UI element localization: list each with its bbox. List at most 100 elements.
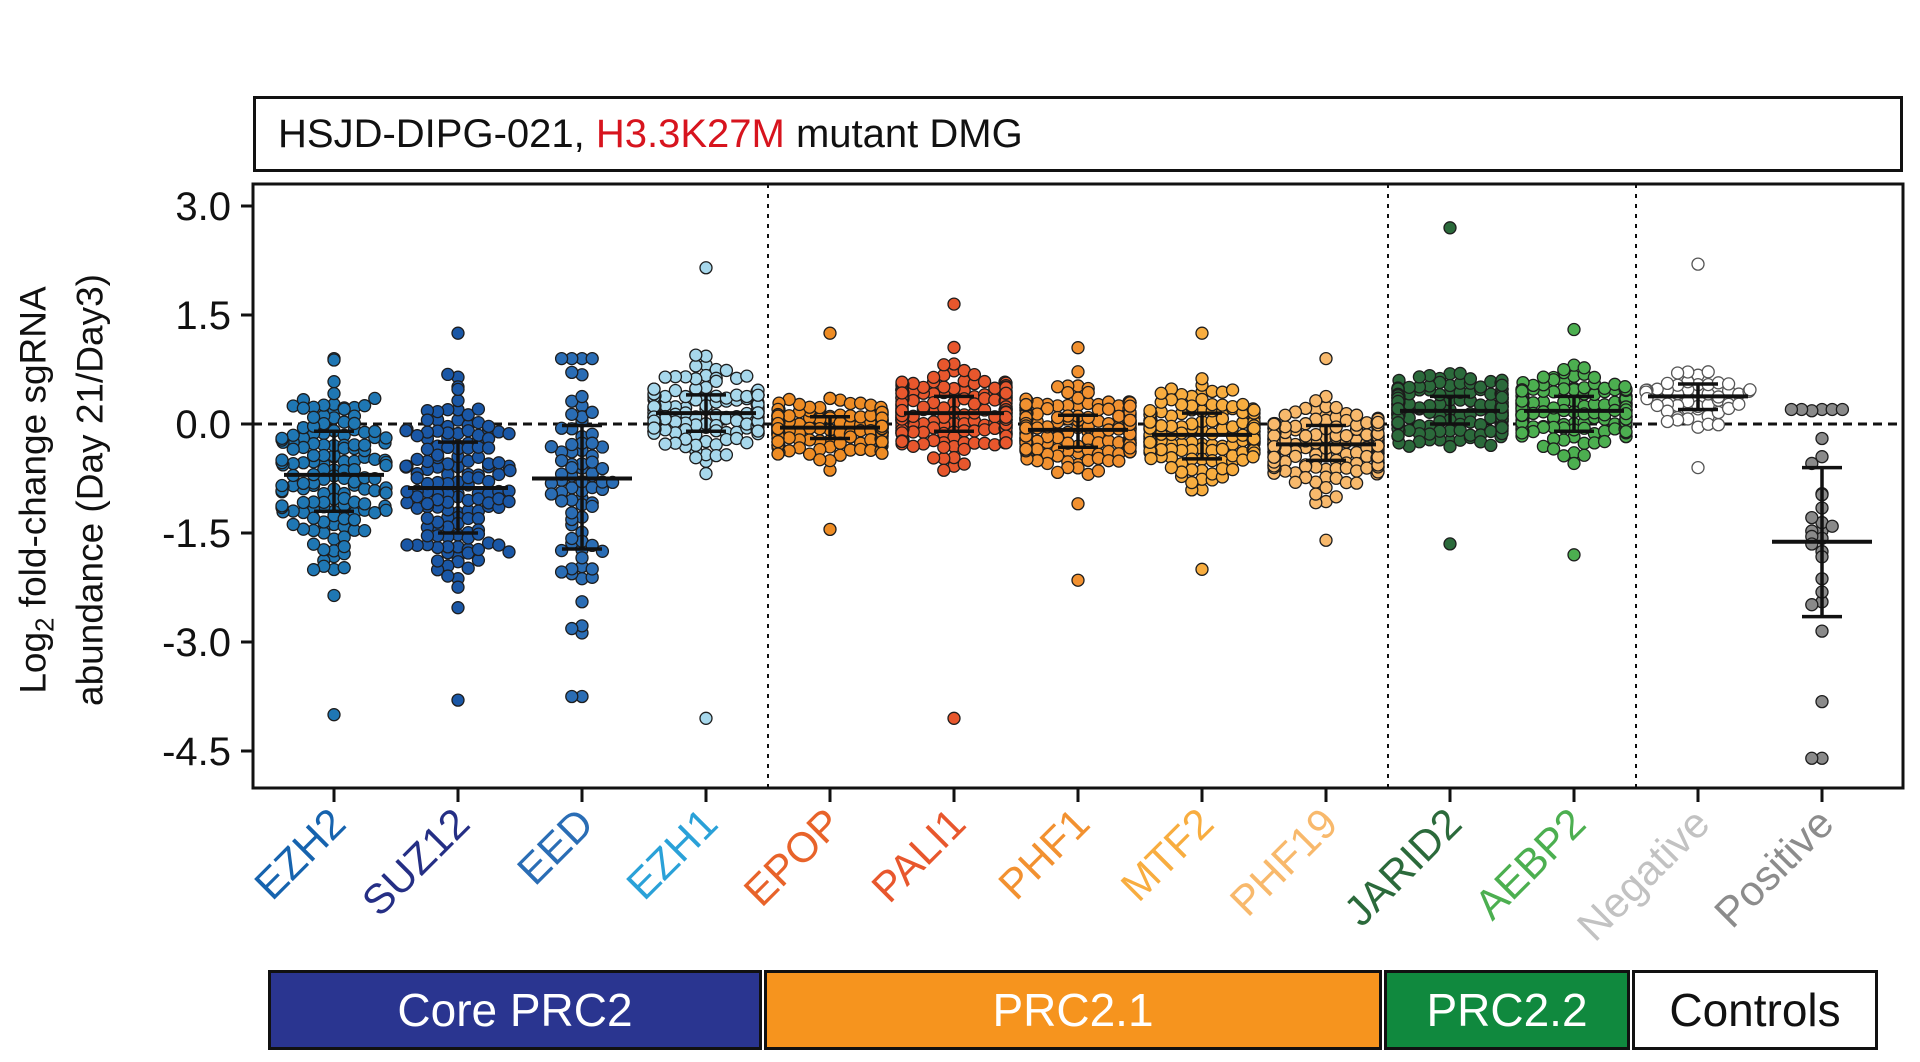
data-point-pali1 [967, 397, 982, 411]
group-label: PRC2.2 [1426, 984, 1588, 1036]
data-point-aebp2 [1557, 449, 1571, 463]
data-point-ezh2 [347, 513, 362, 527]
data-point-eed [575, 389, 589, 404]
data-point-ezh2 [337, 402, 351, 416]
data-point-mtf2 [1164, 460, 1179, 475]
data-point-ezh2 [296, 401, 311, 415]
data-point-positive [1815, 431, 1829, 446]
data-point-pali1 [895, 386, 909, 400]
data-point-mtf2 [1236, 397, 1250, 412]
data-point-phf1 [1061, 385, 1075, 400]
data-point-ezh1 [689, 451, 703, 465]
data-point-ezh1 [658, 437, 672, 451]
data-point-positive [1784, 402, 1799, 417]
data-point-suz12 [400, 496, 414, 510]
data-point-ezh1 [719, 363, 734, 378]
data-point-eed [544, 440, 559, 454]
data-point-epop [771, 447, 785, 461]
data-point-ezh2 [306, 563, 321, 577]
data-point-ezh1 [751, 388, 765, 402]
data-point-suz12 [410, 452, 424, 466]
data-point-epop [802, 447, 817, 461]
data-point-positive [1805, 598, 1819, 612]
data-point-phf19 [1309, 487, 1323, 501]
data-point-ezh2 [275, 478, 289, 493]
data-point-ezh2 [327, 708, 341, 722]
data-point-epop [771, 434, 785, 449]
data-point-jarid2 [1495, 420, 1509, 435]
data-point-phf1 [1050, 380, 1065, 394]
data-point-mtf2 [1143, 415, 1157, 429]
data-point-ezh2 [379, 431, 393, 445]
data-point-phf1 [1050, 410, 1065, 425]
data-point-epop [823, 391, 837, 406]
x-tick-label-suz12: SUZ12 [353, 799, 479, 925]
data-point-epop [875, 446, 889, 460]
data-point-ezh1 [709, 374, 723, 388]
data-point-ezh1 [689, 348, 703, 362]
data-point-pali1 [977, 374, 992, 389]
data-point-phf19 [1319, 480, 1333, 495]
data-point-phf1 [1071, 365, 1085, 379]
y-axis-label-prefix: Log [12, 631, 54, 694]
data-point-suz12 [420, 497, 435, 511]
data-point-ezh2 [275, 431, 289, 446]
data-point-pali1 [926, 370, 941, 384]
data-point-phf1 [1101, 402, 1116, 416]
data-point-ezh2 [327, 375, 341, 389]
data-point-mtf2 [1143, 403, 1157, 418]
data-point-negative [1650, 398, 1664, 413]
data-point-negative [1711, 418, 1726, 432]
y-axis-label-subscript: 2 [29, 617, 60, 632]
data-point-ezh2 [368, 424, 382, 439]
data-point-jarid2 [1443, 221, 1457, 235]
data-point-eed [544, 487, 559, 501]
data-point-jarid2 [1443, 439, 1457, 454]
y-tick-label: 0.0 [175, 403, 231, 447]
data-point-aebp2 [1567, 548, 1581, 562]
x-tick-label-negative: Negative [1568, 799, 1718, 949]
data-point-ezh2 [306, 511, 321, 525]
data-point-ezh2 [286, 517, 300, 532]
data-point-ezh2 [379, 503, 393, 517]
data-point-phf1 [1081, 410, 1095, 425]
data-point-phf19 [1349, 476, 1364, 490]
data-point-pali1 [947, 340, 961, 355]
y-tick-label: 1.5 [175, 294, 231, 338]
data-point-suz12 [420, 442, 435, 456]
data-point-suz12 [451, 693, 465, 707]
data-point-aebp2 [1557, 362, 1571, 377]
data-point-pali1 [937, 440, 951, 454]
data-point-eed [565, 407, 579, 422]
data-point-eed [585, 455, 599, 469]
data-point-negative [1691, 460, 1705, 475]
data-point-positive [1815, 450, 1829, 464]
data-point-phf1 [1040, 401, 1055, 416]
x-tick-label-positive: Positive [1705, 799, 1842, 936]
data-point-phf19 [1371, 450, 1385, 464]
data-point-jarid2 [1412, 370, 1427, 384]
data-point-suz12 [502, 494, 516, 509]
data-point-phf19 [1329, 400, 1343, 415]
data-point-positive [1825, 519, 1839, 533]
data-point-phf19 [1267, 417, 1281, 431]
data-point-ezh1 [668, 383, 683, 398]
data-point-negative [1670, 366, 1685, 380]
x-tick-label-eed: EED [508, 799, 602, 893]
data-point-eed [565, 461, 579, 475]
data-point-suz12 [399, 459, 413, 473]
y-axis-label: Log2 fold-change sgRNA abundance (Day 21… [10, 220, 113, 760]
data-point-mtf2 [1215, 411, 1230, 426]
data-point-eed [565, 437, 579, 452]
data-point-aebp2 [1536, 370, 1551, 384]
data-point-epop [823, 522, 837, 537]
data-point-ezh2 [357, 497, 372, 511]
data-point-suz12 [471, 542, 486, 557]
data-point-pali1 [947, 297, 961, 311]
data-point-ezh1 [658, 370, 672, 384]
data-point-phf1 [1019, 397, 1033, 412]
data-point-pali1 [957, 457, 971, 471]
x-tick-label-phf1: PHF1 [989, 799, 1098, 908]
data-point-suz12 [481, 419, 496, 434]
data-point-ezh2 [337, 561, 351, 575]
